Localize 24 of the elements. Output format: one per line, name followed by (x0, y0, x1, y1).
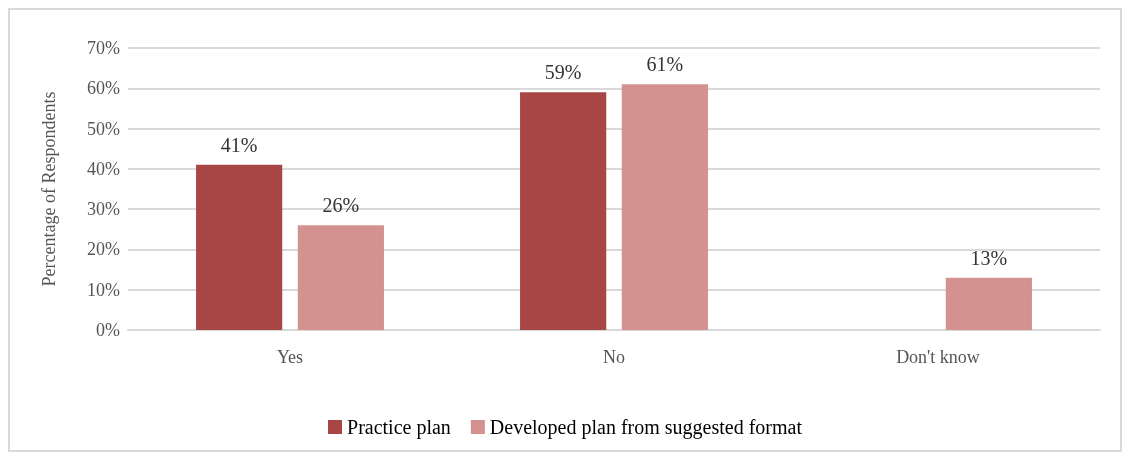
bar (297, 225, 384, 330)
y-tick-label: 40% (87, 158, 120, 179)
x-tick-label: Yes (276, 347, 304, 367)
y-tick-label: 70% (87, 38, 120, 58)
y-tick-label: 0% (96, 320, 120, 340)
y-tick-label: 20% (87, 239, 120, 260)
y-tick-label: 50% (87, 118, 120, 139)
x-tick-label: Don't know (896, 347, 980, 367)
data-label: 26% (322, 194, 360, 217)
data-label: 61% (646, 53, 684, 76)
bar (621, 84, 708, 330)
y-tick-label: 60% (87, 78, 120, 99)
y-tick-label: 30% (87, 199, 120, 220)
x-tick-label: No (603, 347, 625, 367)
bar (945, 277, 1032, 330)
legend-label: Developed plan from suggested format (489, 416, 803, 439)
data-label: 59% (544, 61, 582, 84)
bar (196, 164, 283, 330)
data-label: 13% (970, 246, 1008, 269)
legend-label: Practice plan (347, 416, 451, 439)
data-label: 41% (220, 133, 258, 156)
bar (520, 92, 607, 330)
y-tick-label: 10% (87, 279, 120, 300)
y-axis-title: Percentage of Respondents (39, 91, 59, 287)
